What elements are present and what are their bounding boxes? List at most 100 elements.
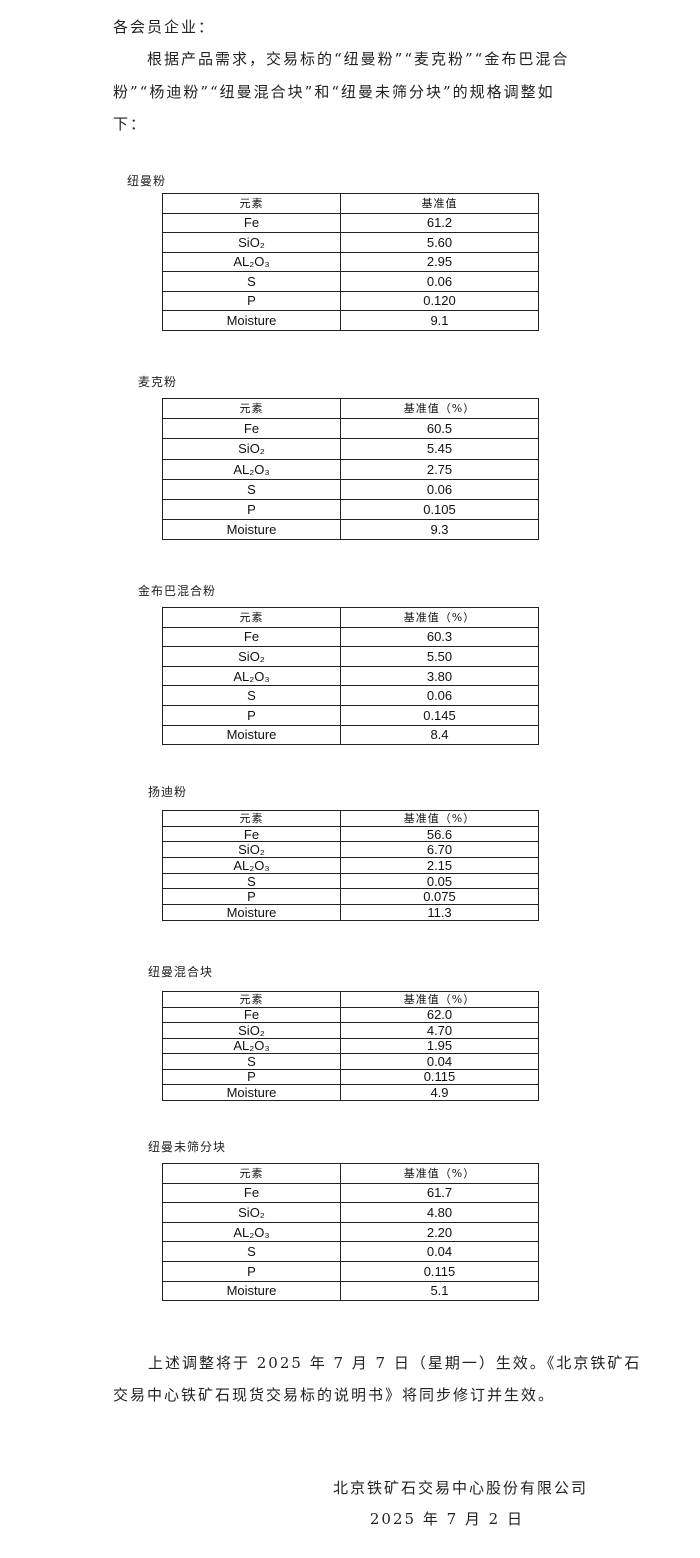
issue-date: 2025 年 7 月 2 日 bbox=[369, 1510, 524, 1528]
signature: 北京铁矿石交易中心股份有限公司 bbox=[332, 1479, 588, 1497]
intro-line: 根据产品需求，交易标的“纽曼粉”“麦克粉”“金布巴混合 bbox=[147, 50, 570, 68]
value-cell: 0.04 bbox=[340, 1241, 539, 1262]
table-row: Moisture 9.3 bbox=[162, 519, 539, 541]
element-cell: S bbox=[162, 271, 341, 292]
value-cell: 9.3 bbox=[340, 519, 539, 541]
value-cell: 0.04 bbox=[340, 1053, 539, 1070]
element-cell: SiO₂ bbox=[162, 232, 341, 253]
header-element: 元素 bbox=[162, 193, 341, 214]
value-cell: 61.2 bbox=[340, 212, 539, 233]
value-cell: 0.145 bbox=[340, 704, 539, 726]
table-row: SiO₂ 5.50 bbox=[162, 646, 539, 667]
table-title: 金布巴混合粉 bbox=[138, 584, 217, 598]
value-cell: 1.95 bbox=[340, 1037, 539, 1054]
table-row: P 0.075 bbox=[162, 888, 539, 906]
table-header-row: 元素 基准值（%） bbox=[162, 397, 539, 420]
element-cell: Fe bbox=[162, 1006, 341, 1023]
table-row: AL₂O₃ 3.80 bbox=[162, 665, 539, 687]
element-cell: Fe bbox=[162, 212, 341, 233]
header-value: 基准值（%） bbox=[340, 397, 539, 420]
table-title: 纽曼粉 bbox=[127, 174, 167, 188]
value-cell: 2.15 bbox=[340, 857, 539, 874]
element-cell: Moisture bbox=[162, 310, 341, 331]
header-value: 基准值 bbox=[340, 193, 539, 214]
element-cell: Moisture bbox=[162, 519, 341, 541]
value-cell: 2.95 bbox=[340, 251, 539, 272]
intro-line: 下： bbox=[113, 115, 148, 133]
table-header-row: 元素 基准值（%） bbox=[162, 607, 539, 628]
table-row: SiO₂ 5.45 bbox=[162, 438, 539, 460]
table-row: AL₂O₃ 2.15 bbox=[162, 857, 539, 874]
spec-table: 元素 基准值（%） Fe 60.5 SiO₂ 5.45 AL₂O₃ 2.75 S 0.06 P 0.1… bbox=[162, 397, 539, 541]
closing-line: 交易中心铁矿石现货交易标的说明书》将同步修订并生效。 bbox=[113, 1386, 556, 1404]
element-cell: AL₂O₃ bbox=[162, 251, 341, 272]
value-cell: 6.70 bbox=[340, 841, 539, 859]
table-row: S 0.04 bbox=[162, 1241, 539, 1262]
element-cell: SiO₂ bbox=[162, 1202, 341, 1223]
table-row: Fe 61.7 bbox=[162, 1182, 539, 1204]
spec-table: 元素 基准值（%） Fe 61.7 SiO₂ 4.80 AL₂O₃ 2.20 S 0.04 P 0.1… bbox=[162, 1163, 539, 1302]
element-cell: S bbox=[162, 478, 341, 500]
value-cell: 2.75 bbox=[340, 458, 539, 480]
table-title: 扬迪粉 bbox=[148, 785, 188, 799]
table-header-row: 元素 基准值（%） bbox=[162, 991, 539, 1008]
value-cell: 11.3 bbox=[340, 904, 539, 921]
table-row: AL₂O₃ 2.95 bbox=[162, 251, 539, 272]
value-cell: 3.80 bbox=[340, 665, 539, 687]
table-row: Moisture 4.9 bbox=[162, 1084, 539, 1101]
value-cell: 0.06 bbox=[340, 685, 539, 706]
table-row: Fe 62.0 bbox=[162, 1006, 539, 1023]
element-cell: P bbox=[162, 1068, 341, 1085]
table-row: S 0.05 bbox=[162, 872, 539, 890]
table-row: SiO₂ 5.60 bbox=[162, 232, 539, 253]
element-cell: Moisture bbox=[162, 1280, 341, 1302]
header-element: 元素 bbox=[162, 1163, 341, 1184]
value-cell: 4.9 bbox=[340, 1084, 539, 1101]
element-cell: SiO₂ bbox=[162, 841, 341, 859]
table-row: SiO₂ 6.70 bbox=[162, 841, 539, 859]
table-row: AL₂O₃ 2.75 bbox=[162, 458, 539, 480]
table-row: AL₂O₃ 2.20 bbox=[162, 1221, 539, 1243]
header-element: 元素 bbox=[162, 810, 341, 827]
intro-line: 粉”“杨迪粉”“纽曼混合块”和“纽曼未筛分块”的规格调整如 bbox=[113, 83, 555, 101]
table-title: 麦克粉 bbox=[138, 375, 178, 389]
element-cell: SiO₂ bbox=[162, 646, 341, 667]
table-row: S 0.04 bbox=[162, 1053, 539, 1070]
element-cell: SiO₂ bbox=[162, 438, 341, 460]
value-cell: 62.0 bbox=[340, 1006, 539, 1023]
spec-table: 元素 基准值（%） Fe 62.0 SiO₂ 4.70 AL₂O₃ 1.95 S 0.04 P 0.1… bbox=[162, 991, 539, 1101]
value-cell: 9.1 bbox=[340, 310, 539, 331]
value-cell: 0.115 bbox=[340, 1068, 539, 1085]
table-header-row: 元素 基准值 bbox=[162, 193, 539, 214]
table-row: Moisture 8.4 bbox=[162, 724, 539, 746]
header-value: 基准值（%） bbox=[340, 991, 539, 1008]
closing-line: 上述调整将于 2025 年 7 月 7 日（星期一）生效。《北京铁矿石 bbox=[148, 1354, 642, 1372]
header-element: 元素 bbox=[162, 607, 341, 628]
element-cell: P bbox=[162, 498, 341, 521]
value-cell: 5.50 bbox=[340, 646, 539, 667]
table-title: 纽曼未筛分块 bbox=[148, 1140, 227, 1154]
header-value: 基准值（%） bbox=[340, 810, 539, 827]
value-cell: 61.7 bbox=[340, 1182, 539, 1204]
value-cell: 0.115 bbox=[340, 1260, 539, 1282]
spec-table: 元素 基准值 Fe 61.2 SiO₂ 5.60 AL₂O₃ 2.95 S 0.06 P 0.120 M… bbox=[162, 193, 539, 331]
value-cell: 56.6 bbox=[340, 825, 539, 843]
table-row: P 0.115 bbox=[162, 1068, 539, 1085]
table-row: AL₂O₃ 1.95 bbox=[162, 1037, 539, 1054]
element-cell: P bbox=[162, 1260, 341, 1282]
table-row: Moisture 9.1 bbox=[162, 310, 539, 331]
element-cell: AL₂O₃ bbox=[162, 1221, 341, 1243]
table-title: 纽曼混合块 bbox=[148, 965, 214, 979]
element-cell: Fe bbox=[162, 825, 341, 843]
element-cell: S bbox=[162, 685, 341, 706]
element-cell: Moisture bbox=[162, 904, 341, 921]
table-row: Fe 60.5 bbox=[162, 418, 539, 440]
element-cell: Moisture bbox=[162, 1084, 341, 1101]
element-cell: Fe bbox=[162, 418, 341, 440]
element-cell: SiO₂ bbox=[162, 1022, 341, 1039]
element-cell: S bbox=[162, 872, 341, 890]
table-row: Fe 60.3 bbox=[162, 626, 539, 648]
element-cell: Fe bbox=[162, 1182, 341, 1204]
header-value: 基准值（%） bbox=[340, 607, 539, 628]
spec-table: 元素 基准值（%） Fe 56.6 SiO₂ 6.70 AL₂O₃ 2.15 S 0.05 P 0.0… bbox=[162, 810, 539, 921]
